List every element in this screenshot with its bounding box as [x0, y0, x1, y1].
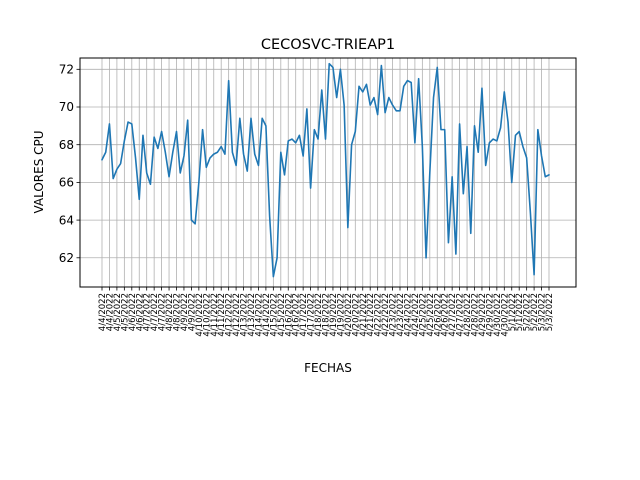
x-tick-label: 4/5/2022: [113, 293, 123, 331]
x-tick-label: 4/7/2022: [150, 293, 160, 331]
x-tick-label: 4/15/2022: [277, 293, 287, 337]
x-tick-label: 4/21/2022: [359, 293, 369, 337]
x-tick-label: 5/3/2022: [545, 293, 555, 331]
series-line: [101, 62, 550, 278]
x-tick-label: 4/30/2022: [500, 293, 510, 337]
x-tick-label: 4/7/2022: [158, 293, 168, 331]
x-tick-label: 4/15/2022: [269, 293, 279, 337]
x-tick-label: 4/10/2022: [195, 293, 205, 337]
y-tick-label: 64: [59, 213, 74, 227]
x-tick-label: 4/10/2022: [202, 293, 212, 337]
x-tick-label: 4/4/2022: [98, 293, 108, 331]
x-tick-label: 4/28/2022: [471, 293, 481, 337]
x-tick-label: 4/14/2022: [262, 293, 272, 337]
x-tick-label: 4/11/2022: [210, 293, 220, 337]
x-tick-label: 4/7/2022: [143, 293, 153, 331]
x-tick-label: 4/20/2022: [344, 293, 354, 337]
y-axis-label: VALORES CPU: [32, 130, 46, 213]
x-tick-label: 4/26/2022: [433, 293, 443, 337]
x-tick-label: 4/28/2022: [463, 293, 473, 337]
y-axis: 62 64 66 68 70 72: [59, 63, 80, 265]
x-tick-label: 4/6/2022: [135, 293, 145, 331]
grid: [80, 58, 576, 287]
x-tick-label: 4/23/2022: [389, 293, 399, 337]
x-tick-label: 4/14/2022: [254, 293, 264, 337]
y-tick-label: 62: [59, 251, 74, 265]
x-tick-label: 4/22/2022: [374, 293, 384, 337]
x-tick-label: 4/23/2022: [396, 293, 406, 337]
chart-title: CECOSVC-TRIEAP1: [261, 37, 395, 53]
y-tick-label: 68: [59, 138, 74, 152]
x-tick-label: 4/6/2022: [128, 293, 138, 331]
x-axis: 4/4/20224/4/20224/5/20224/5/20224/6/2022…: [98, 287, 555, 337]
x-tick-label: 4/18/2022: [314, 293, 324, 337]
x-tick-label: 4/19/2022: [329, 293, 339, 337]
x-tick-label: 4/25/2022: [426, 293, 436, 337]
x-tick-label: 4/24/2022: [403, 293, 413, 337]
x-tick-label: 4/11/2022: [217, 293, 227, 337]
x-tick-label: 4/20/2022: [351, 293, 361, 337]
x-tick-label: 5/3/2022: [538, 293, 548, 331]
x-tick-label: 4/13/2022: [247, 293, 257, 337]
x-tick-label: 4/27/2022: [456, 293, 466, 337]
x-tick-label: 4/30/2022: [493, 293, 503, 337]
x-tick-label: 4/21/2022: [366, 293, 376, 337]
x-tick-label: 4/17/2022: [307, 293, 317, 337]
x-tick-label: 4/16/2022: [292, 293, 302, 337]
x-tick-label: 4/8/2022: [165, 293, 175, 331]
x-tick-label: 4/12/2022: [225, 293, 235, 337]
x-tick-label: 4/29/2022: [478, 293, 488, 337]
y-tick-label: 66: [59, 176, 74, 190]
plot-frame: [79, 57, 577, 288]
x-tick-label: 4/19/2022: [336, 293, 346, 337]
x-tick-label: 4/22/2022: [381, 293, 391, 337]
x-tick-label: 4/17/2022: [299, 293, 309, 337]
x-tick-label: 5/2/2022: [523, 293, 533, 331]
x-tick-label: 4/16/2022: [284, 293, 294, 337]
x-tick-label: 5/2/2022: [530, 293, 540, 331]
x-tick-label: 5/1/2022: [515, 293, 525, 331]
x-tick-label: 4/5/2022: [120, 293, 130, 331]
series-group: [101, 62, 550, 278]
x-tick-label: 4/24/2022: [411, 293, 421, 337]
x-tick-label: 4/26/2022: [441, 293, 451, 337]
x-tick-label: 4/9/2022: [180, 293, 190, 331]
x-tick-label: 4/9/2022: [187, 293, 197, 331]
x-tick-label: 4/13/2022: [240, 293, 250, 337]
y-tick-label: 72: [59, 63, 74, 77]
y-tick-label: 70: [59, 100, 74, 114]
x-tick-label: 4/12/2022: [232, 293, 242, 337]
x-tick-label: 4/18/2022: [322, 293, 332, 337]
x-tick-label: 4/27/2022: [448, 293, 458, 337]
x-axis-label: FECHAS: [304, 361, 352, 375]
x-tick-label: 4/29/2022: [485, 293, 495, 337]
x-tick-label: 4/8/2022: [173, 293, 183, 331]
x-tick-label: 4/25/2022: [418, 293, 428, 337]
x-tick-label: 5/1/2022: [508, 293, 518, 331]
x-tick-label: 4/4/2022: [105, 293, 115, 331]
